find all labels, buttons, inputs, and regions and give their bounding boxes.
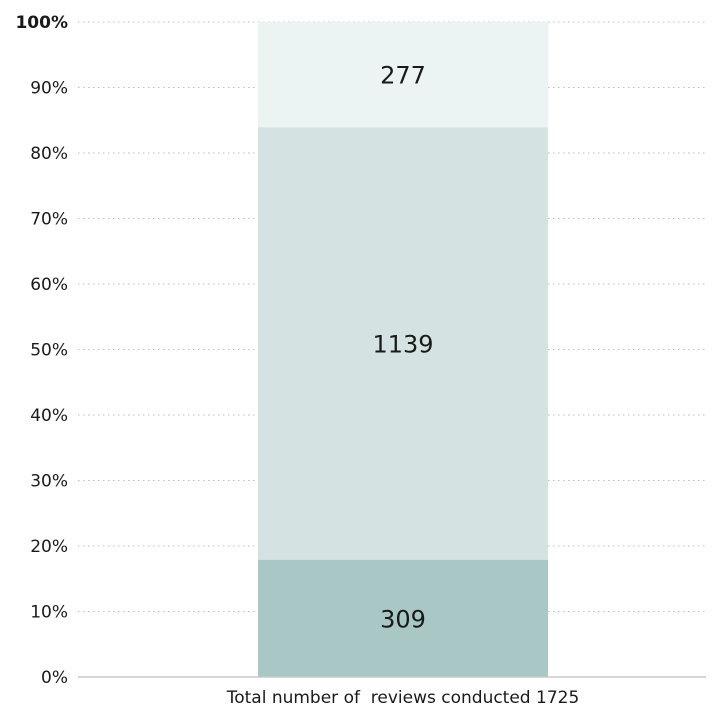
y-tick-label: 80% — [30, 144, 68, 164]
y-tick-label: 70% — [30, 210, 68, 230]
y-tick-label: 90% — [30, 79, 68, 99]
y-tick-label: 30% — [30, 472, 68, 492]
y-tick-label: 40% — [30, 406, 68, 426]
x-category-label: Total number of reviews conducted 1725 — [226, 688, 580, 708]
y-tick-label: 20% — [30, 537, 68, 557]
bar-value-label-1: 1139 — [372, 330, 433, 358]
bar-segment-1 — [258, 127, 548, 560]
bar-value-label-0: 309 — [380, 605, 426, 633]
bar-value-label-2: 277 — [380, 62, 426, 90]
labels: 0% 10% 20% 30% 40% 50% 60% 70% 80% 90% 100% 309 1139… — [15, 13, 579, 708]
y-tick-label: 10% — [30, 603, 68, 623]
y-tick-label: 60% — [30, 275, 68, 295]
y-tick-label: 0% — [41, 668, 68, 688]
bar-segment-2 — [258, 22, 548, 128]
y-tick-label: 50% — [30, 341, 68, 361]
bars — [258, 22, 548, 677]
bar-segment-0 — [258, 559, 548, 677]
y-tick-label: 100% — [15, 13, 68, 33]
